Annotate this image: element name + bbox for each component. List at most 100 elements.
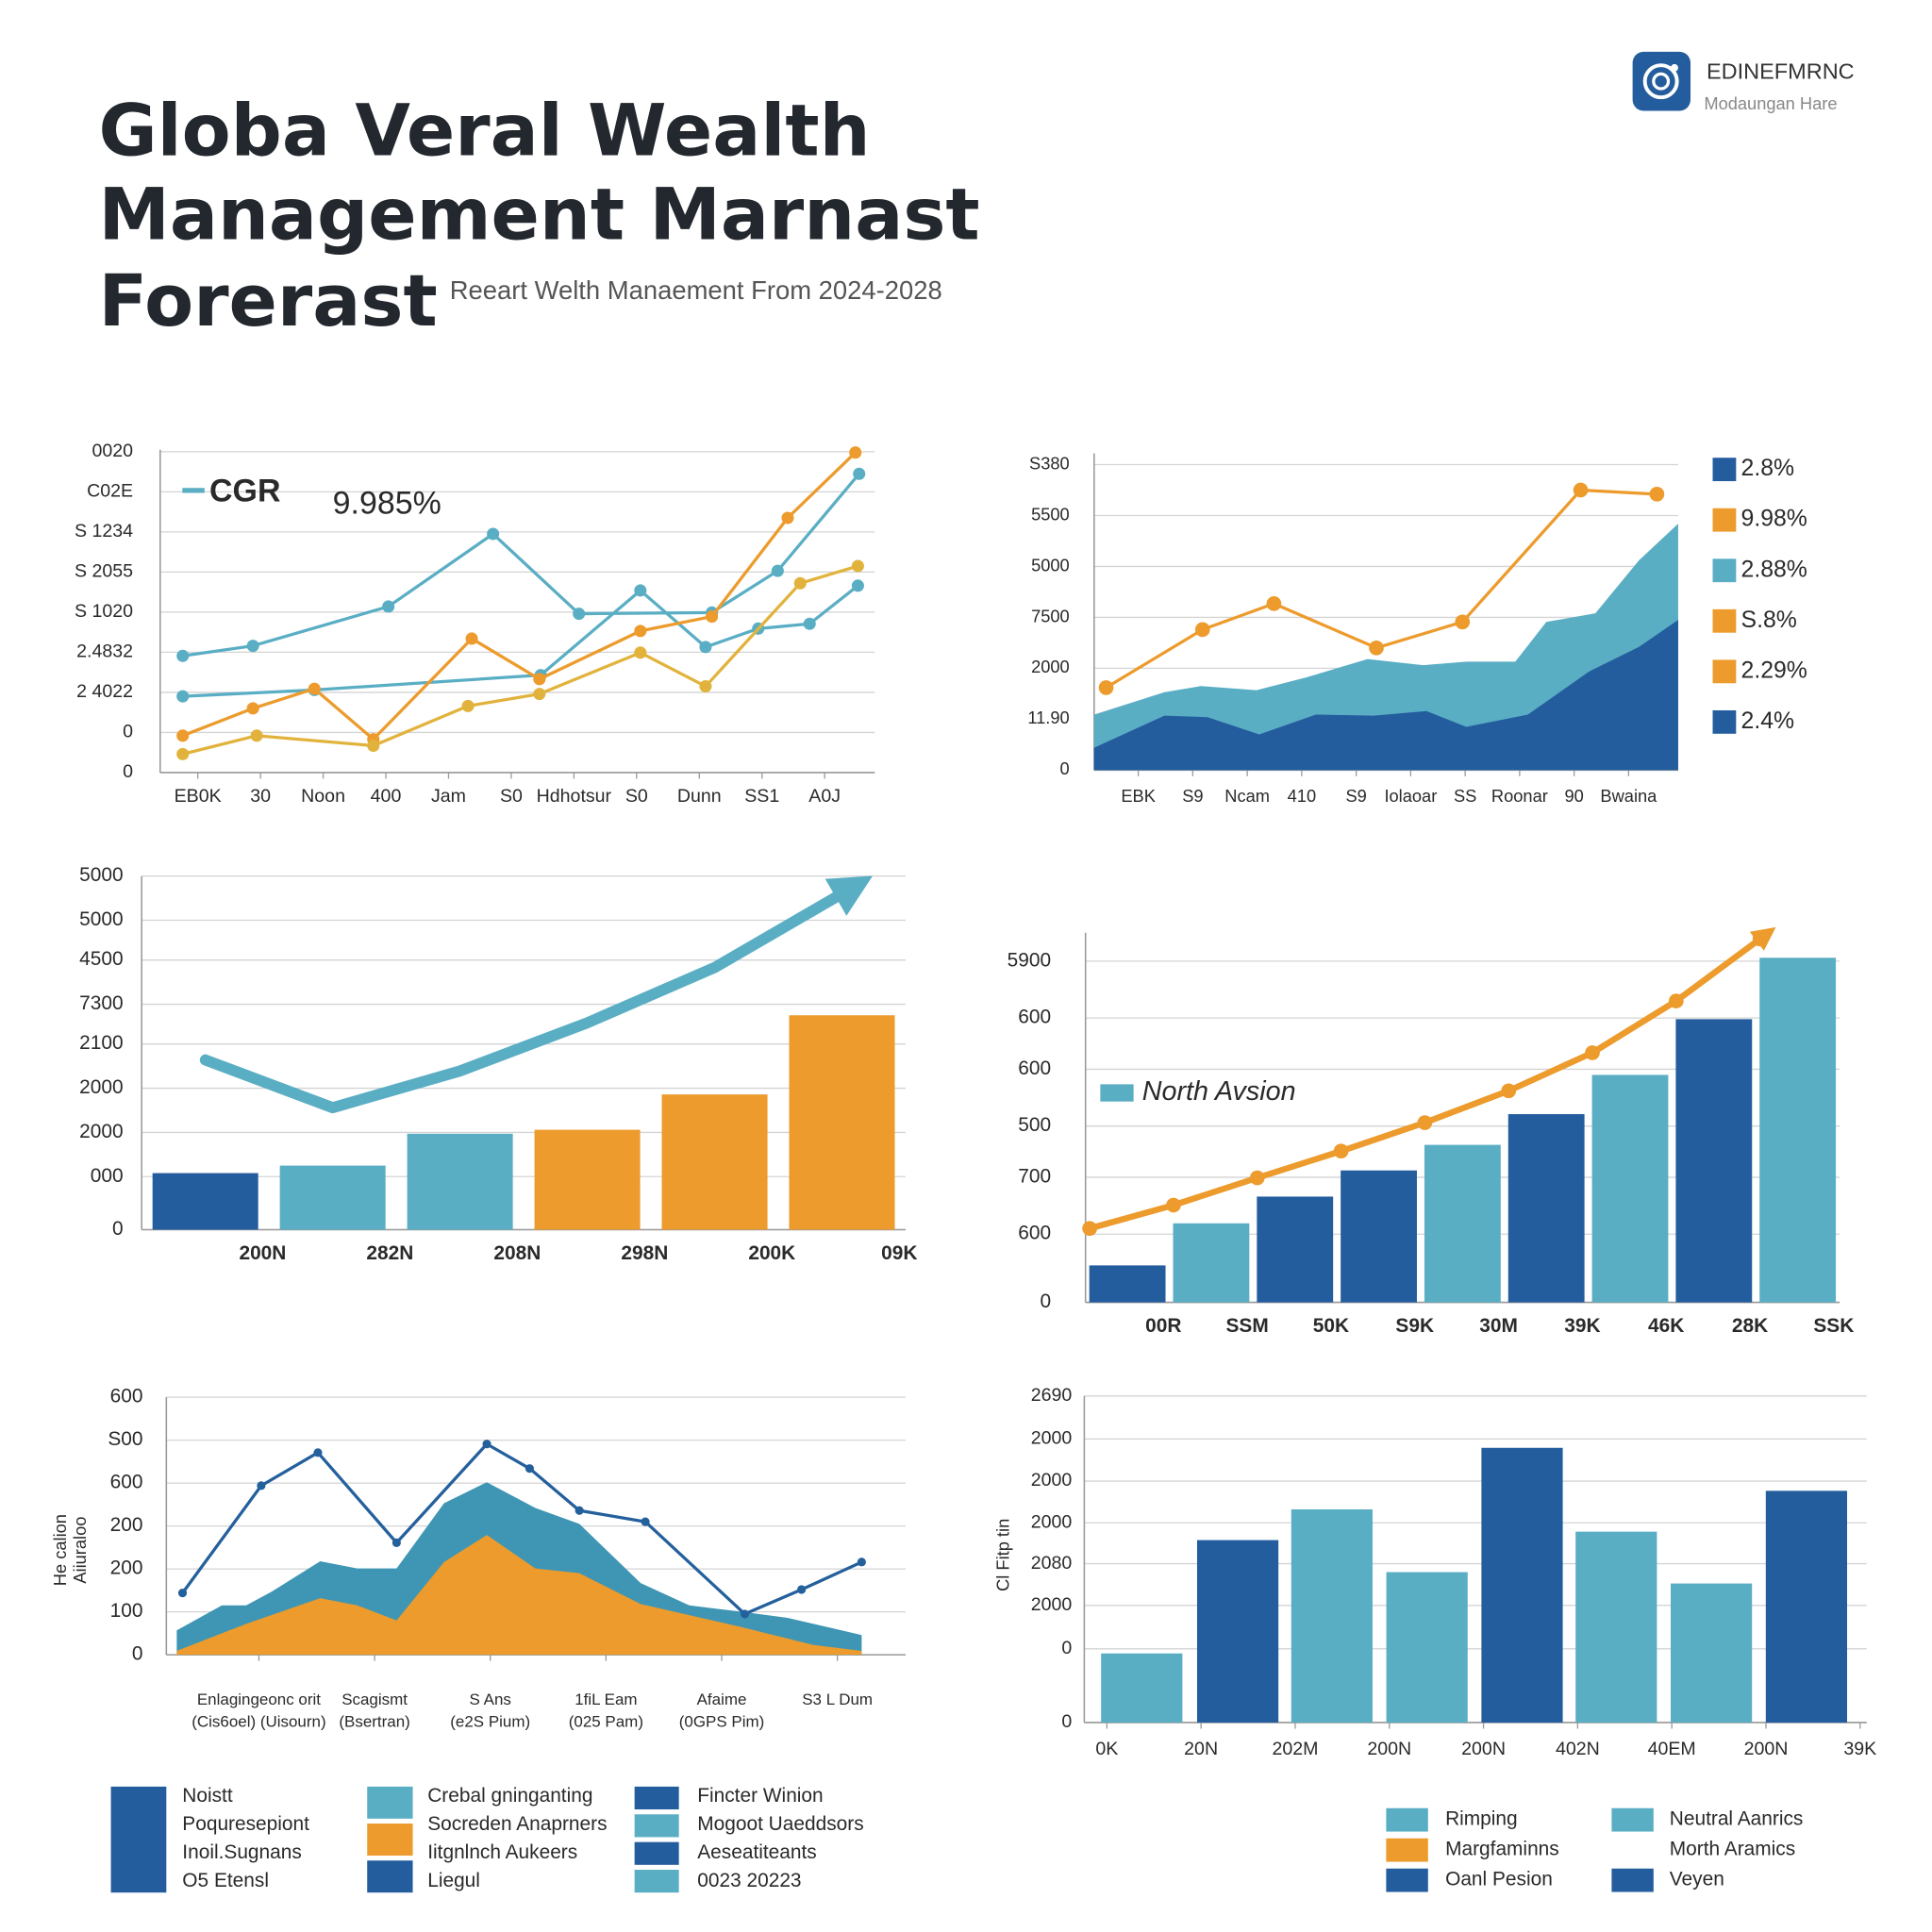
legend-swatch [1712,659,1737,684]
legend-label: Noistt [182,1785,233,1807]
x-tick-label: (0GPS Pim) [679,1712,765,1730]
y-tick-label: 200 [110,1514,143,1536]
legend-swatch [1712,608,1737,633]
y-tick-label: 500 [1018,1114,1051,1136]
y-tick-label: 5000 [79,908,123,930]
point [781,511,794,525]
legend-label: 9.98% [1741,507,1807,532]
y-tick-label: 600 [1018,1223,1051,1244]
series-area [1093,524,1678,771]
y-tick-label: 2000 [1031,1428,1073,1449]
legend-label: 2.4% [1741,708,1795,734]
y-tick-label: 000 [91,1165,124,1187]
point [573,608,586,621]
point [641,1517,650,1526]
bar [789,1015,895,1230]
logo-icon [1632,51,1690,111]
y-tick-label: S 1234 [75,521,133,541]
x-tick-label: 30 [250,786,271,807]
bar [661,1094,768,1230]
bar [1291,1508,1373,1723]
x-tick-label: S9K [1395,1315,1434,1337]
legend-label: S.8% [1741,608,1797,633]
logo-name: EDINEFMRNC [1707,58,1855,83]
y-tick-label: 0 [1040,1291,1051,1312]
legend-label: Crebal gninganting [427,1785,592,1807]
point [634,625,647,638]
point [575,1506,584,1515]
x-tick-label: 30M [1479,1315,1518,1337]
trend-point [1082,1221,1097,1237]
x-tick-label: 09K [881,1242,917,1264]
x-tick-label: Noon [301,786,345,807]
legend-label: Oanl Pesion [1445,1869,1553,1890]
legend-label: 2.8% [1741,456,1795,481]
y-tick-label: 5000 [1031,555,1070,575]
x-tick-label: 200N [1367,1739,1411,1759]
x-tick-label: 298N [621,1242,668,1264]
point [706,610,719,624]
bar [1173,1223,1250,1303]
x-tick-label: 39K [1564,1315,1600,1337]
y-tick-label: 2.4832 [76,641,133,662]
logo [1632,51,1690,111]
legend-label: Fincter Winion [697,1785,823,1807]
y-axis-title: Cl Fitp tin [992,1519,1012,1591]
trend-point [1166,1197,1181,1213]
x-tick-label: S9 [1345,786,1366,806]
point [177,1589,188,1598]
legend-label: 2.88% [1741,557,1807,582]
point [1098,680,1114,695]
legend-swatch [367,1786,413,1819]
bar [1089,1265,1166,1303]
point [482,1440,491,1449]
y-tick-label: 0 [1060,758,1070,778]
y-tick-label: 700 [1018,1165,1051,1187]
y-tick-label: 4500 [79,948,123,970]
y-axis-title: Aiiuraloo [70,1517,90,1584]
point [257,1481,266,1491]
x-tick-label: (e2S Pium) [450,1712,530,1730]
legend-swatch [1386,1838,1428,1862]
bar [152,1173,258,1230]
legend-label: 2.29% [1741,658,1807,683]
logo-ring [1652,72,1671,91]
chart-panel: 0 600 700 500 600 600 5900 00R SSM 50K S9K 30M 39K 46… [1008,926,1854,1337]
point [797,1585,807,1594]
bar [1759,958,1837,1303]
trend-point [1669,993,1684,1008]
y-tick-label: C02E [87,481,133,502]
y-tick-label: 2000 [1031,1511,1073,1532]
point [382,600,395,613]
legend-label: Margfaminns [1445,1839,1559,1860]
point [250,729,263,742]
series-area [176,1535,862,1656]
y-tick-label: 2080 [1031,1553,1073,1574]
point [246,702,259,715]
y-tick-label: S 1020 [75,601,133,622]
point [525,1464,534,1474]
y-tick-label: 5900 [1008,949,1051,971]
point [465,632,478,645]
title-line: Globa Veral Wealth [98,90,870,173]
point [851,579,864,592]
x-tick-label: Afaime [697,1690,747,1708]
bar [407,1133,513,1230]
x-tick-label: 1fiL Eam [575,1690,637,1708]
x-tick-label: Iolaoar [1384,786,1437,806]
y-tick-label: 11.90 [1027,708,1069,727]
legend-swatch [367,1860,413,1893]
x-tick-label: S3 L Dum [802,1690,873,1708]
x-tick-label: Ncam [1224,786,1270,806]
subtitle: Reeart Welth Manaement From 2024-2028 [450,275,942,305]
legend-swatch [1611,1868,1654,1892]
y-tick-label: 600 [110,1472,143,1493]
x-tick-label: 00R [1145,1315,1181,1337]
bar [1196,1540,1279,1723]
x-tick-label: SSM [1225,1315,1268,1337]
y-tick-label: 0 [123,761,133,782]
bar [1591,1074,1669,1303]
x-tick-label: 40EM [1648,1739,1696,1759]
point [176,729,190,742]
